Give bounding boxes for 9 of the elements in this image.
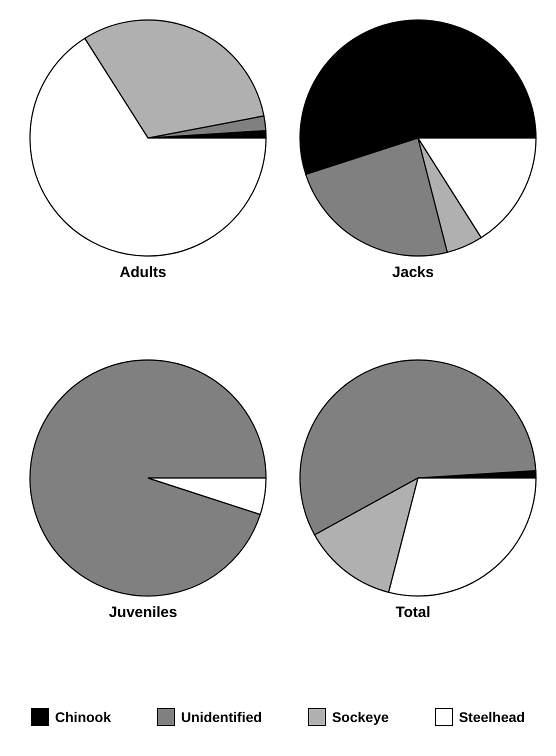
legend-label: Unidentified xyxy=(181,709,262,725)
text: Total xyxy=(396,604,430,621)
pie-slice xyxy=(29,359,267,596)
legend-label: Sockeye xyxy=(332,709,389,725)
text: Juveniles xyxy=(108,604,178,621)
text: Adults xyxy=(120,264,166,281)
legend-label: Chinook xyxy=(55,709,112,725)
text: Jacks xyxy=(392,264,434,281)
legend-label: Steelhead xyxy=(458,709,525,725)
